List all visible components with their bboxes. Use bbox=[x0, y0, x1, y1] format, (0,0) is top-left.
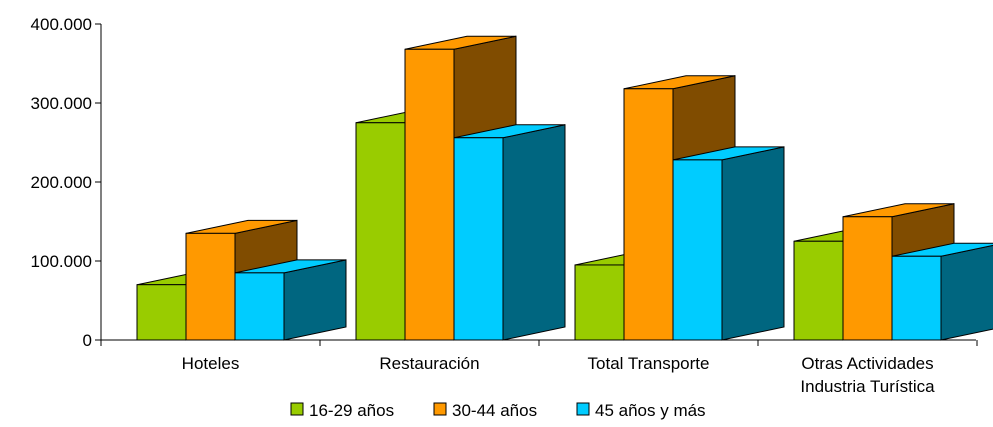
legend-swatch bbox=[576, 402, 590, 416]
y-tick-label: 100.000 bbox=[31, 252, 92, 271]
bar-3-2 bbox=[891, 255, 942, 341]
bar-2-0 bbox=[574, 264, 625, 341]
y-tick-label: 400.000 bbox=[31, 15, 92, 34]
x-category-label: Otras Actividades bbox=[801, 354, 933, 373]
x-category-label: Total Transporte bbox=[588, 354, 710, 373]
x-category-label: Restauración bbox=[379, 354, 479, 373]
bar-side-face bbox=[940, 244, 993, 341]
bar-side-face bbox=[721, 146, 785, 341]
bar-side-face bbox=[283, 259, 347, 341]
bar-1-1 bbox=[404, 48, 455, 341]
bar-2-1 bbox=[623, 88, 674, 341]
bar-3-0 bbox=[793, 240, 844, 341]
legend-label: 16-29 años bbox=[309, 401, 394, 420]
bar-3-1 bbox=[842, 216, 893, 341]
y-tick-label: 200.000 bbox=[31, 173, 92, 192]
x-category-label: Industria Turística bbox=[800, 377, 935, 396]
y-tick-label: 300.000 bbox=[31, 94, 92, 113]
legend-label: 45 años y más bbox=[595, 401, 706, 420]
bar-1-0 bbox=[355, 122, 406, 341]
x-category-label: Hoteles bbox=[182, 354, 240, 373]
legend-swatch bbox=[433, 402, 447, 416]
bar-0-0 bbox=[136, 284, 187, 341]
bar-2-2 bbox=[672, 159, 723, 341]
legend-label: 30-44 años bbox=[452, 401, 537, 420]
bar-0-2 bbox=[234, 272, 285, 341]
y-tick-label: 0 bbox=[83, 331, 92, 350]
bar-1-2 bbox=[453, 137, 504, 341]
bar-0-1 bbox=[185, 232, 236, 341]
legend-swatch bbox=[290, 402, 304, 416]
bar-side-face bbox=[502, 124, 566, 341]
